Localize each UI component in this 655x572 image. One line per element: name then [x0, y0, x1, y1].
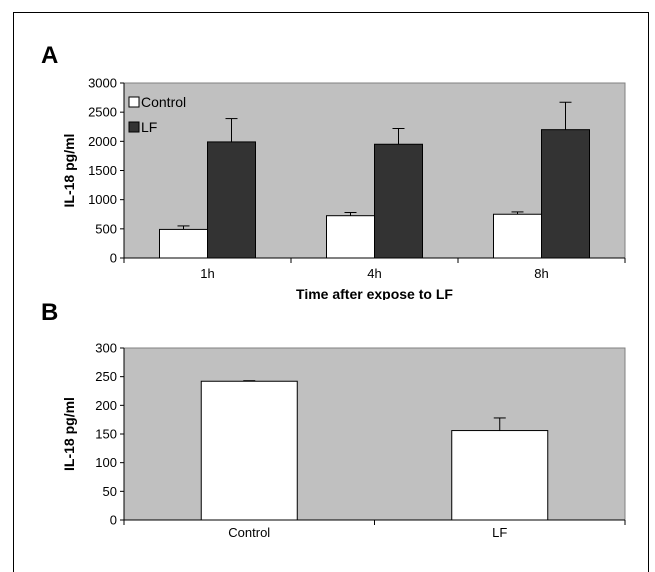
panel-a-letter: A [41, 42, 59, 69]
chart-a: 0 500 1000 1500 2000 2500 3000 1h 4h 8h IL-18 pg/m… [61, 76, 626, 300]
y-tick-label: 500 [95, 221, 117, 236]
y-tick-label: 2500 [88, 105, 117, 120]
bar [200, 380, 298, 521]
y-axis-label: IL-18 pg/ml [61, 397, 77, 471]
x-tick-label: 4h [367, 266, 381, 281]
x-tick-label: LF [492, 525, 507, 540]
x-axis-label: Time after expose to LF [296, 286, 453, 300]
x-tick-label: 1h [200, 266, 214, 281]
legend-swatch [128, 96, 140, 108]
y-axis-label: IL-18 pg/ml [61, 134, 77, 208]
bar [326, 215, 375, 259]
legend-label: LF [141, 119, 157, 135]
bar [451, 430, 549, 521]
y-tick-label: 200 [95, 398, 117, 413]
y-tick-label: 50 [103, 484, 117, 499]
y-tick-label: 100 [95, 455, 117, 470]
y-tick-label: 0 [110, 251, 117, 266]
y-tick-label: 3000 [88, 76, 117, 91]
legend-label: Control [141, 94, 186, 110]
bar [159, 228, 208, 259]
y-tick-label: 300 [95, 341, 117, 356]
bar [374, 143, 423, 259]
x-tick-label: 8h [534, 266, 548, 281]
y-tick-label: 1000 [88, 192, 117, 207]
plot-area [123, 347, 626, 521]
figure-frame [13, 12, 649, 572]
y-tick-label: 250 [95, 369, 117, 384]
y-tick-label: 150 [95, 427, 117, 442]
bar [207, 141, 256, 259]
bar [493, 213, 542, 259]
x-tick-label: Control [228, 525, 270, 540]
legend-swatch [128, 121, 140, 133]
y-tick-label: 0 [110, 513, 117, 528]
y-tick-label: 2000 [88, 134, 117, 149]
panel-b-letter: B [41, 299, 59, 326]
y-tick-label: 1500 [88, 163, 117, 178]
